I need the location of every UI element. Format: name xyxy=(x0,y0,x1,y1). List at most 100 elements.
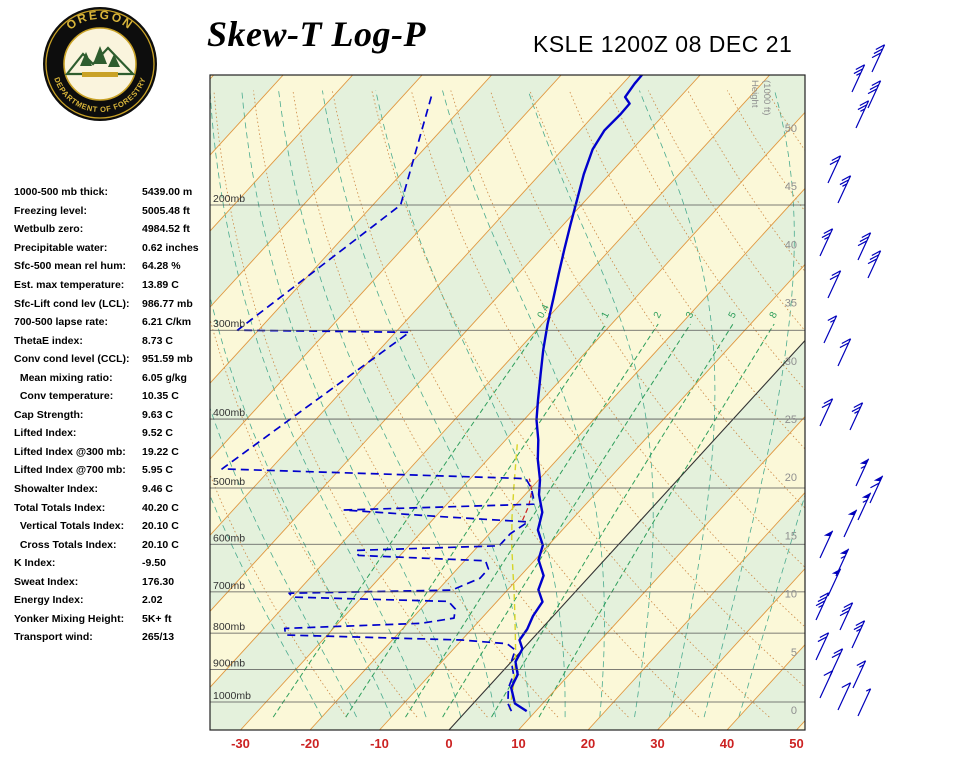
wind-barb-icon xyxy=(815,632,830,661)
index-label: Transport wind: xyxy=(14,631,93,644)
wind-barb-icon xyxy=(857,688,872,717)
svg-text:10: 10 xyxy=(511,736,525,751)
index-row: Energy Index: 2.02 xyxy=(14,591,214,610)
svg-text:5: 5 xyxy=(791,647,797,659)
index-value: 40.20 C xyxy=(142,501,179,514)
index-label: Showalter Index: xyxy=(14,483,99,496)
svg-text:1000mb: 1000mb xyxy=(213,690,251,702)
station-datetime: KSLE 1200Z 08 DEC 21 xyxy=(533,31,793,57)
wind-barb-icon xyxy=(855,100,870,129)
temperature-trace xyxy=(510,75,644,713)
wind-barb-icon xyxy=(827,270,842,299)
wind-barb-icon xyxy=(839,602,854,631)
svg-text:40: 40 xyxy=(785,239,797,251)
wind-barb-icon xyxy=(827,568,842,597)
index-value: 8.73 C xyxy=(142,334,173,347)
index-value: 9.52 C xyxy=(142,427,173,440)
wind-barb-icon xyxy=(867,250,882,279)
index-value: 5.95 C xyxy=(142,464,173,477)
index-value: 2.02 xyxy=(142,594,163,607)
index-value: -9.50 xyxy=(142,557,166,570)
wind-barbs xyxy=(815,44,886,717)
svg-text:8: 8 xyxy=(768,310,781,320)
wind-barb-icon xyxy=(819,670,834,699)
index-value: 265/13 xyxy=(142,631,175,644)
index-value: 6.21 C/km xyxy=(142,316,192,329)
index-row: Total Totals Index: 40.20 C xyxy=(14,498,214,517)
logo-banner xyxy=(82,72,118,77)
index-value: 176.30 xyxy=(142,575,175,588)
index-value: 5439.00 m xyxy=(142,186,193,199)
svg-text:500mb: 500mb xyxy=(213,476,245,488)
index-label: Sfc-Lift cond lev (LCL): xyxy=(14,297,130,310)
index-label: Wetbulb zero: xyxy=(14,223,84,236)
index-label: ThetaE index: xyxy=(14,334,83,347)
svg-text:(1000 ft): (1000 ft) xyxy=(761,80,772,115)
wind-barb-icon xyxy=(869,475,884,504)
odf-logo: OREGON DEPARTMENT OF FORESTRY xyxy=(42,6,158,122)
wind-barb-icon xyxy=(837,175,852,204)
wind-barb-icon xyxy=(819,530,834,559)
index-row: Conv cond level (CCL): 951.59 mb xyxy=(14,350,214,369)
index-row: Precipitable water: 0.62 inches xyxy=(14,239,214,258)
index-label: Lifted Index @300 mb: xyxy=(14,445,126,458)
height-axis: 0 5 10 15 20 25 30 35 40 45 50 Height (1000 ft) xyxy=(749,80,797,717)
pressure-lines xyxy=(210,204,805,703)
logo-tree-icon xyxy=(80,52,92,66)
index-row: Sfc-Lift cond lev (LCL): 986.77 mb xyxy=(14,294,214,313)
plot-border xyxy=(209,74,806,731)
index-value: 9.46 C xyxy=(142,483,173,496)
moist-adiabats xyxy=(210,90,805,718)
svg-text:3: 3 xyxy=(684,310,697,320)
index-label: Est. max temperature: xyxy=(14,279,125,291)
svg-text:-30: -30 xyxy=(231,736,250,751)
odf-logo-emblem: OREGON DEPARTMENT OF FORESTRY xyxy=(43,7,157,121)
index-row: Freezing level: 5005.48 ft xyxy=(14,202,214,221)
index-label: Sfc-500 mean rel hum: xyxy=(14,260,127,273)
svg-text:600mb: 600mb xyxy=(213,532,245,544)
svg-text:25: 25 xyxy=(785,414,797,426)
svg-text:50: 50 xyxy=(789,736,803,751)
index-value: 5K+ ft xyxy=(142,612,172,625)
svg-text:5: 5 xyxy=(727,310,740,320)
svg-text:300mb: 300mb xyxy=(213,318,245,330)
index-label: Freezing level: xyxy=(14,204,87,217)
svg-text:-10: -10 xyxy=(370,736,389,751)
wind-barb-icon xyxy=(823,315,838,344)
svg-text:2: 2 xyxy=(652,310,665,320)
index-value: 10.35 C xyxy=(142,390,179,403)
index-label: Total Totals Index: xyxy=(14,501,106,514)
svg-text:20: 20 xyxy=(785,472,797,484)
index-row: ThetaE index: 8.73 C xyxy=(14,331,214,350)
svg-text:200mb: 200mb xyxy=(213,193,245,205)
indices-panel: 1000-500 mb thick: 5439.00 m Freezing leve… xyxy=(14,183,214,647)
svg-text:800mb: 800mb xyxy=(213,621,245,633)
svg-text:400mb: 400mb xyxy=(213,407,245,419)
dry-adiabats xyxy=(210,90,805,718)
isotherms xyxy=(210,75,805,730)
wind-barb-icon xyxy=(871,44,886,73)
index-row: Cross Totals Index: 20.10 C xyxy=(14,535,214,554)
index-value: 64.28 % xyxy=(142,260,181,273)
index-row: Conv temperature: 10.35 C xyxy=(14,387,214,406)
wind-barb-icon xyxy=(827,155,842,184)
index-row: 700-500 lapse rate: 6.21 C/km xyxy=(14,313,214,332)
svg-text:700mb: 700mb xyxy=(213,580,245,592)
index-row: K Index: -9.50 xyxy=(14,554,214,573)
index-value: 19.22 C xyxy=(142,445,179,458)
index-row: Lifted Index @300 mb: 19.22 C xyxy=(14,443,214,462)
index-row: Mean mixing ratio: 6.05 g/kg xyxy=(14,368,214,387)
svg-text:0: 0 xyxy=(445,736,452,751)
wind-barb-icon xyxy=(815,592,830,621)
index-value: 20.10 C xyxy=(142,520,179,533)
svg-text:15: 15 xyxy=(785,530,797,542)
index-row: Sweat Index: 176.30 xyxy=(14,572,214,591)
wind-barb-icon xyxy=(851,620,866,649)
svg-text:30: 30 xyxy=(650,736,664,751)
svg-text:0: 0 xyxy=(791,705,797,717)
index-row: 1000-500 mb thick: 5439.00 m xyxy=(14,183,214,202)
index-value: 9.63 C xyxy=(142,408,173,421)
index-value: 0.62 inches xyxy=(142,241,199,254)
